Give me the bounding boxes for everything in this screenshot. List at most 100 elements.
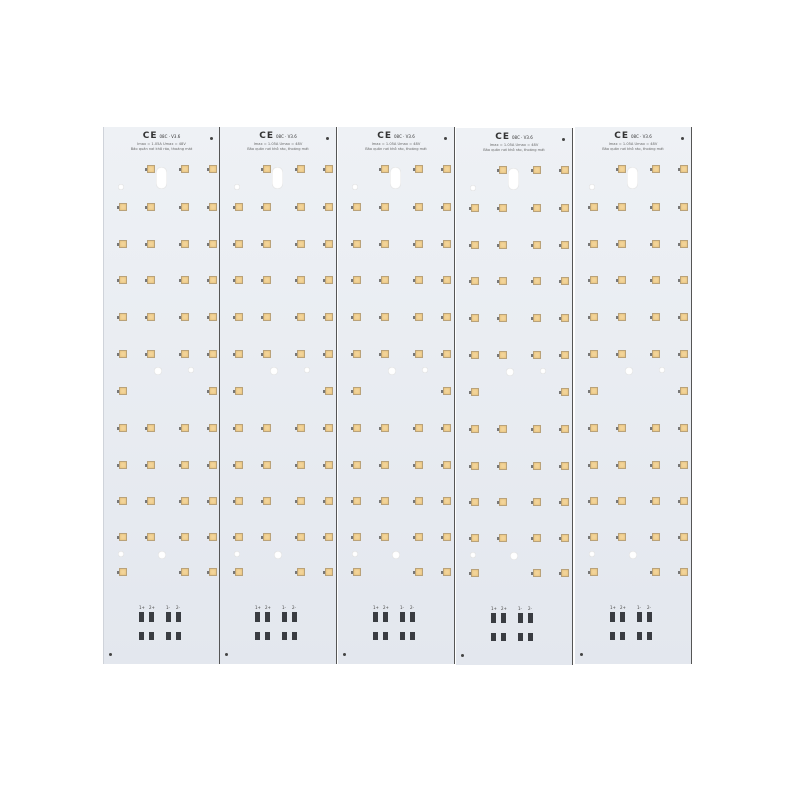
led-chip [678, 350, 688, 358]
led-chip [441, 424, 451, 432]
led-chip [207, 533, 217, 541]
led-chip [145, 165, 155, 173]
solder-pad [610, 612, 615, 622]
led-chip [379, 240, 389, 248]
led-chip [650, 203, 660, 211]
led-chip [233, 424, 243, 432]
led-chip [413, 533, 423, 541]
mounting-slot [627, 167, 638, 189]
mounting-slot [272, 167, 283, 189]
solder-pad [176, 612, 181, 622]
led-chip [261, 533, 271, 541]
led-chip [207, 424, 217, 432]
led-chip [413, 276, 423, 284]
led-chip [559, 351, 569, 359]
led-chip [323, 350, 333, 358]
led-chip [469, 351, 479, 359]
solder-pad [149, 632, 154, 640]
mounting-slot [390, 167, 401, 189]
led-chip [261, 424, 271, 432]
mounting-hole [234, 551, 240, 557]
led-chip [413, 240, 423, 248]
led-chip [413, 313, 423, 321]
pad-label: 2+ [501, 606, 507, 611]
led-chip [179, 497, 189, 505]
mounting-hole [352, 184, 358, 190]
led-chip [117, 568, 127, 576]
led-chip [616, 497, 626, 505]
solder-pad [282, 612, 287, 622]
led-chip [531, 462, 541, 470]
ce-mark: CE 08C · V3.6 [338, 131, 454, 141]
mounting-hole [158, 551, 166, 559]
led-chip [559, 241, 569, 249]
led-chip [441, 203, 451, 211]
led-chip [678, 461, 688, 469]
led-chip [179, 276, 189, 284]
led-chip [616, 533, 626, 541]
led-chip [559, 498, 569, 506]
fiducial-dot [444, 137, 447, 140]
led-chip [497, 166, 507, 174]
led-chip [616, 276, 626, 284]
pad-label: 1+ [491, 606, 497, 611]
led-chip [323, 533, 333, 541]
led-chip [323, 424, 333, 432]
care-line: Bảo quản nơi khô ráo, thoáng mát [483, 148, 545, 152]
spec-line: Imax = 1.05A Umax = 48V [371, 142, 421, 146]
solder-pad [383, 632, 388, 640]
led-chip [650, 461, 660, 469]
fiducial-dot [109, 653, 112, 656]
led-chip [678, 203, 688, 211]
mounting-hole [154, 367, 162, 375]
led-chip [145, 240, 155, 248]
led-chip [207, 165, 217, 173]
led-chip [413, 350, 423, 358]
mounting-hole [118, 184, 124, 190]
led-chip [650, 568, 660, 576]
led-chip [323, 461, 333, 469]
led-chip [207, 497, 217, 505]
led-chip [295, 568, 305, 576]
led-chip [650, 497, 660, 505]
pcb-board: CE 08C · V3.6 Imax = 1.05A Umax = 48V Bảo q… [220, 127, 337, 664]
solder-pad [166, 632, 171, 640]
solder-pad [139, 632, 144, 640]
led-chip [351, 533, 361, 541]
led-chip [233, 497, 243, 505]
led-chip [559, 388, 569, 396]
mounting-hole [270, 367, 278, 375]
mounting-hole [506, 368, 514, 376]
led-chip [531, 241, 541, 249]
led-chip [469, 277, 479, 285]
led-chip [588, 276, 598, 284]
led-chip [323, 240, 333, 248]
led-chip [469, 498, 479, 506]
mounting-slot [156, 167, 167, 189]
led-chip [207, 461, 217, 469]
ce-text: CE [259, 131, 274, 141]
led-chip [497, 314, 507, 322]
led-chip [261, 240, 271, 248]
mounting-slot [508, 168, 519, 190]
led-chip [295, 203, 305, 211]
led-chip [559, 569, 569, 577]
led-chip [295, 165, 305, 173]
led-chip [117, 276, 127, 284]
ce-text: CE [614, 131, 629, 141]
led-chip [588, 424, 598, 432]
led-chip [179, 203, 189, 211]
led-chip [441, 240, 451, 248]
solder-pad [383, 612, 388, 622]
ce-mark: CE 08C · V3.6 [456, 132, 572, 142]
pad-label: 1- [637, 605, 641, 610]
led-chip [117, 240, 127, 248]
fiducial-dot [225, 653, 228, 656]
pad-label: 1+ [255, 605, 261, 610]
led-chip [616, 313, 626, 321]
led-chip [616, 461, 626, 469]
led-chip [351, 568, 361, 576]
led-chip [678, 313, 688, 321]
led-chip [261, 276, 271, 284]
solder-pad [620, 632, 625, 640]
